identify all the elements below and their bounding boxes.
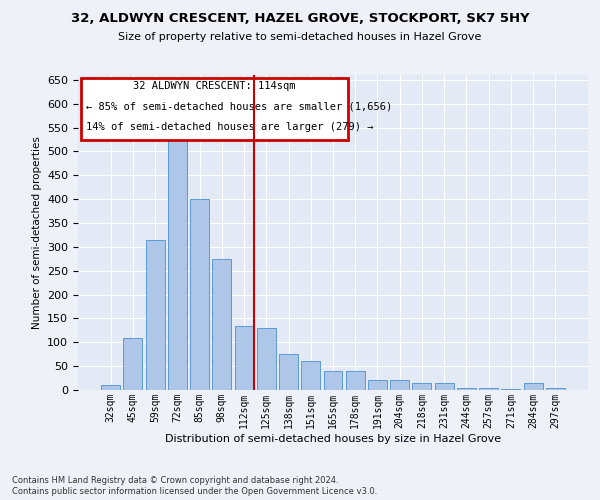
Bar bbox=[435, 383, 454, 390]
Text: Contains HM Land Registry data © Crown copyright and database right 2024.: Contains HM Land Registry data © Crown c… bbox=[12, 476, 338, 485]
Bar bbox=[524, 383, 542, 390]
Bar bbox=[124, 338, 142, 390]
Bar bbox=[390, 380, 409, 390]
Bar bbox=[168, 122, 187, 390]
Bar bbox=[146, 240, 164, 390]
Bar bbox=[368, 380, 387, 390]
Bar bbox=[190, 199, 209, 390]
Text: 32, ALDWYN CRESCENT, HAZEL GROVE, STOCKPORT, SK7 5HY: 32, ALDWYN CRESCENT, HAZEL GROVE, STOCKP… bbox=[71, 12, 529, 26]
Text: Size of property relative to semi-detached houses in Hazel Grove: Size of property relative to semi-detach… bbox=[118, 32, 482, 42]
Bar bbox=[279, 354, 298, 390]
Bar bbox=[457, 388, 476, 390]
X-axis label: Distribution of semi-detached houses by size in Hazel Grove: Distribution of semi-detached houses by … bbox=[165, 434, 501, 444]
Text: 32 ALDWYN CRESCENT: 114sqm: 32 ALDWYN CRESCENT: 114sqm bbox=[133, 82, 296, 92]
Bar bbox=[101, 385, 120, 390]
FancyBboxPatch shape bbox=[80, 78, 348, 140]
Bar bbox=[235, 326, 254, 390]
Y-axis label: Number of semi-detached properties: Number of semi-detached properties bbox=[32, 136, 41, 329]
Bar bbox=[479, 388, 498, 390]
Bar bbox=[323, 371, 343, 390]
Bar bbox=[412, 383, 431, 390]
Bar bbox=[212, 259, 231, 390]
Bar bbox=[546, 388, 565, 390]
Bar bbox=[301, 362, 320, 390]
Text: ← 85% of semi-detached houses are smaller (1,656): ← 85% of semi-detached houses are smalle… bbox=[86, 102, 392, 112]
Bar bbox=[502, 389, 520, 390]
Bar bbox=[257, 328, 276, 390]
Text: 14% of semi-detached houses are larger (279) →: 14% of semi-detached houses are larger (… bbox=[86, 122, 373, 132]
Text: Contains public sector information licensed under the Open Government Licence v3: Contains public sector information licen… bbox=[12, 487, 377, 496]
Bar bbox=[346, 371, 365, 390]
